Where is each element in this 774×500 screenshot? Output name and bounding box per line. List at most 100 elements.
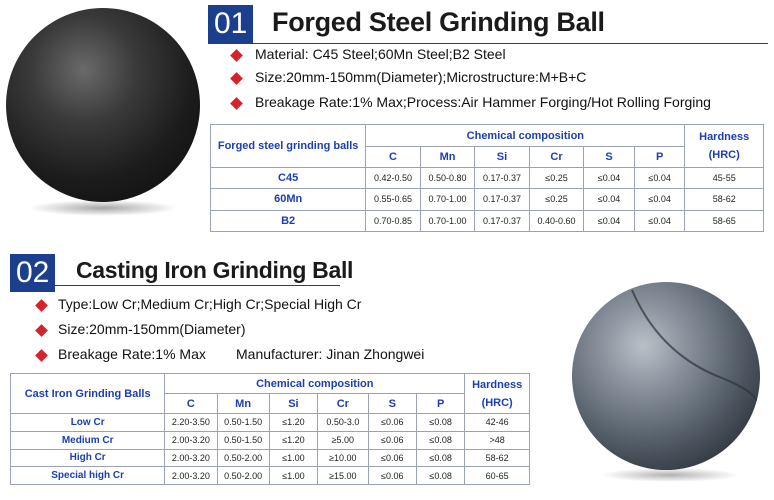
table-cell: ≤0.06: [367, 413, 417, 432]
table-cell: ≤0.04: [583, 188, 635, 211]
table-cell: 0.17-0.37: [474, 209, 530, 233]
table-cell: ≤0.04: [633, 209, 686, 233]
bullet-diamond-icon: [35, 324, 48, 337]
bullet-diamond-icon: [230, 72, 243, 85]
section1-bullet-breakage: Breakage Rate:1% Max;Process:Air Hammer …: [255, 94, 711, 110]
section2-divider: [10, 285, 340, 286]
section2-bullet-breakage: Breakage Rate:1% Max: [58, 346, 206, 362]
table-cell: ≤1.20: [268, 430, 319, 450]
table-cell-hardness: 60-65: [464, 466, 530, 485]
table-row: Low Cr 2.20-3.50 0.50-1.50 ≤1.20 0.50-3.…: [9, 413, 530, 432]
table-cell: 0.70-0.85: [365, 209, 421, 233]
table-cell: 0.70-1.00: [419, 188, 476, 211]
table-cell: ≥5.00: [317, 430, 369, 450]
table-cell: ≥10.00: [317, 448, 369, 468]
table2-col-cr: Cr: [317, 393, 369, 414]
cast-ball-seam: [572, 282, 760, 470]
table-row: C45 0.42-0.50 0.50-0.80 0.17-0.37 ≤0.25 …: [209, 166, 764, 190]
forged-ball-shadow: [28, 200, 178, 216]
forged-ball-sphere: [6, 8, 200, 202]
table-cell: ≤0.04: [583, 209, 635, 233]
table-cell: 0.55-0.65: [365, 188, 421, 211]
table2-col-p: P: [415, 393, 466, 414]
bullet-diamond-icon: [35, 349, 48, 362]
table-cell: 0.70-1.00: [419, 209, 476, 233]
forged-ball-composition-table: Forged steel grinding balls Chemical com…: [209, 124, 764, 233]
cast-ball-seam-line: [631, 289, 759, 403]
cast-ball-composition-table: Cast Iron Grinding Balls Chemical compos…: [9, 373, 530, 485]
table-cell: ≤0.04: [633, 188, 686, 211]
table-cell: 2.00-3.20: [164, 430, 218, 450]
table1-col-cr: Cr: [528, 146, 585, 168]
table1-group-header: Chemical composition: [365, 124, 686, 147]
table-row: B2 0.70-0.85 0.70-1.00 0.17-0.37 0.40-0.…: [209, 209, 764, 233]
table2-row-name: Special high Cr: [9, 466, 166, 485]
section1-title: Forged Steel Grinding Ball: [272, 7, 605, 37]
section1-divider: [208, 43, 768, 44]
table1-col-p: P: [633, 146, 686, 168]
table2-row-name: Medium Cr: [9, 430, 166, 450]
table-cell: 0.50-0.80: [419, 166, 476, 190]
table-cell: ≤0.06: [367, 448, 417, 468]
table2-hardness-label: Hardness: [472, 378, 523, 391]
table-cell: ≤0.08: [415, 466, 466, 485]
section2-number-badge: 02: [10, 254, 56, 292]
table-row: Special high Cr 2.00-3.20 0.50-2.00 ≤1.0…: [9, 466, 530, 485]
table1-row-name: 60Mn: [209, 188, 367, 211]
table1-name-header: Forged steel grinding balls: [209, 124, 367, 168]
cast-ball-sphere: [572, 282, 760, 470]
table2-group-header: Chemical composition: [164, 373, 466, 394]
table-row: 60Mn 0.55-0.65 0.70-1.00 0.17-0.37 ≤0.25…: [209, 188, 764, 211]
table-cell-hardness: 58-62: [464, 448, 530, 468]
table-cell: 0.40-0.60: [528, 209, 585, 233]
table-cell: ≥15.00: [317, 466, 369, 485]
section2-title: Casting Iron Grinding Ball: [76, 257, 354, 283]
section2-bullet-type: Type:Low Cr;Medium Cr;High Cr;Special Hi…: [58, 296, 362, 312]
table-cell: ≤0.08: [415, 430, 466, 450]
table1-hardness-header: Hardness (HRC): [684, 124, 764, 168]
table2-col-s: S: [367, 393, 417, 414]
table-cell: 0.17-0.37: [474, 166, 530, 190]
table-cell: 0.50-1.50: [216, 413, 270, 432]
table1-col-c: C: [365, 146, 421, 168]
table2-col-c: C: [164, 393, 218, 414]
section1-bullet-material: Material: C45 Steel;60Mn Steel;B2 Steel: [255, 46, 506, 62]
table2-name-header: Cast Iron Grinding Balls: [9, 373, 166, 414]
table-cell: 0.50-2.00: [216, 448, 270, 468]
table-cell-hardness: 42-46: [464, 413, 530, 432]
table2-col-mn: Mn: [216, 393, 270, 414]
table2-hardness-unit: (HRC): [481, 396, 513, 409]
table-cell: ≤0.08: [415, 413, 466, 432]
table1-hardness-label: Hardness: [699, 131, 750, 143]
table1-row-name: B2: [209, 209, 367, 233]
table-cell: 2.00-3.20: [164, 448, 218, 468]
table-cell: ≤0.08: [415, 448, 466, 468]
table2-row-name: Low Cr: [9, 413, 166, 432]
table-cell: 0.42-0.50: [365, 166, 421, 190]
table-cell: ≤0.25: [528, 166, 585, 190]
table-cell-hardness: 45-55: [684, 166, 764, 190]
table-cell: ≤0.04: [583, 166, 635, 190]
section2-manufacturer: Manufacturer: Jinan Zhongwei: [236, 346, 425, 362]
cast-ball-shadow: [600, 468, 740, 482]
table2-hardness-header: Hardness (HRC): [464, 373, 530, 414]
table-cell: 0.50-3.0: [317, 413, 369, 432]
table2-col-si: Si: [268, 393, 319, 414]
table-cell-hardness: 58-65: [684, 209, 764, 233]
table1-col-si: Si: [474, 146, 530, 168]
table2-row-name: High Cr: [9, 448, 166, 468]
bullet-diamond-icon: [35, 299, 48, 312]
table-cell: 0.50-2.00: [216, 466, 270, 485]
table-cell: ≤0.04: [633, 166, 686, 190]
table-cell-hardness: 58-62: [684, 188, 764, 211]
table1-hardness-unit: (HRC): [708, 149, 740, 161]
table-cell: 2.00-3.20: [164, 466, 218, 485]
section1-number-badge: 01: [208, 5, 254, 43]
table-cell: ≤1.20: [268, 413, 319, 432]
table-cell: ≤0.25: [528, 188, 585, 211]
section1-bullet-size: Size:20mm-150mm(Diameter);Microstructure…: [255, 69, 587, 85]
table-cell: 2.20-3.50: [164, 413, 218, 432]
table-row: High Cr 2.00-3.20 0.50-2.00 ≤1.00 ≥10.00…: [9, 448, 530, 468]
table-cell: ≤1.00: [268, 448, 319, 468]
section2-bullet-size: Size:20mm-150mm(Diameter): [58, 321, 246, 337]
